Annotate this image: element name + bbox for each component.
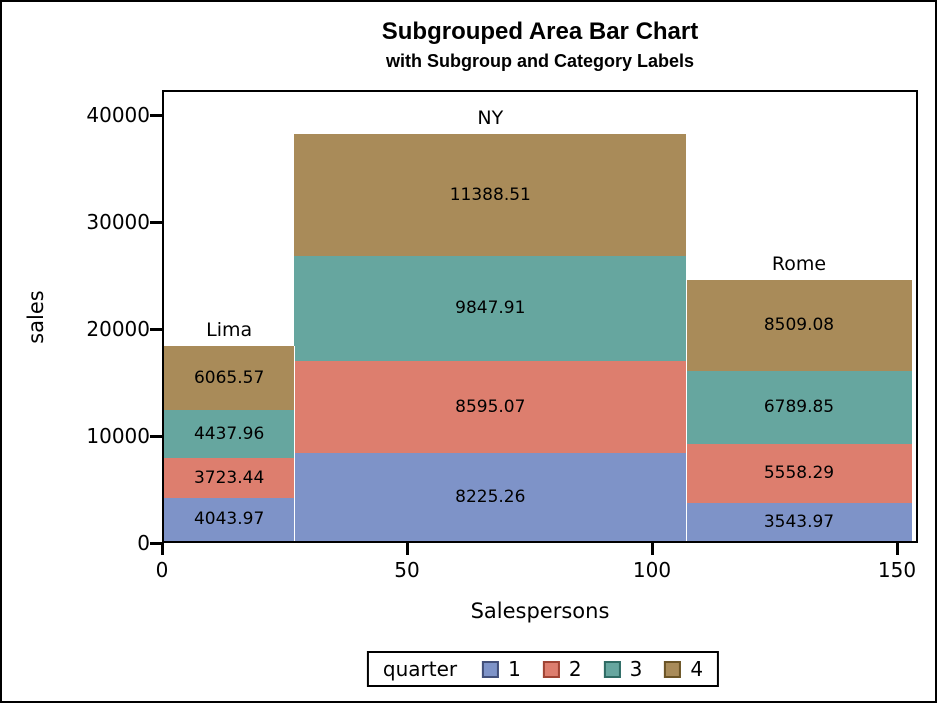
legend-item: 2 [542, 657, 582, 681]
y-tick-mark [150, 113, 162, 117]
bar-segment-value: 8225.26 [455, 486, 526, 507]
bar-separator [293, 345, 296, 541]
legend-item-label: 1 [508, 657, 521, 681]
x-tick-mark [405, 543, 409, 555]
legend-item: 4 [664, 657, 703, 681]
bar-segment: 3543.97 [686, 503, 912, 541]
y-tick-label: 30000 [86, 210, 150, 234]
bar-segment-value: 5558.29 [763, 463, 835, 484]
y-tick-label: 10000 [86, 424, 150, 448]
y-tick-mark [150, 220, 162, 224]
x-tick-label: 0 [155, 558, 169, 582]
bar-segment-value: 11388.51 [449, 184, 531, 205]
bar-segment: 6789.85 [686, 370, 912, 444]
bar-segment: 9847.91 [294, 255, 687, 361]
bar-segment-value: 8509.08 [763, 315, 835, 336]
category-label: Lima [206, 318, 253, 341]
bar-segment-value: 9847.91 [455, 298, 526, 319]
y-axis-title: sales [24, 290, 48, 344]
bar-segment-value: 4043.97 [193, 509, 265, 530]
x-tick-mark [895, 543, 899, 555]
y-tick-label: 20000 [86, 317, 150, 341]
legend-title: quarter [382, 657, 458, 681]
category-label: NY [477, 106, 504, 129]
chart-title: Subgrouped Area Bar Chart [381, 18, 699, 45]
legend-item-label: 3 [629, 657, 643, 681]
bar-segment-value: 3723.44 [193, 467, 265, 488]
bar-segment: 8225.26 [294, 452, 687, 541]
legend-item-label: 2 [568, 657, 582, 681]
x-tick-label: 100 [632, 558, 672, 582]
bar-segment: 4043.97 [164, 497, 295, 541]
bar-segment-value: 3543.97 [763, 512, 835, 533]
y-tick-mark [150, 434, 162, 438]
y-tick-mark [150, 327, 162, 331]
x-tick-label: 150 [877, 558, 917, 582]
x-tick-mark [160, 543, 164, 555]
bar-segment: 8509.08 [686, 279, 912, 371]
bar-segment: 11388.51 [294, 133, 687, 256]
bar-segment-value: 8595.07 [455, 396, 526, 417]
y-tick-mark [150, 541, 162, 545]
chart-subtitle: with Subgroup and Category Labels [385, 51, 695, 71]
legend-swatch [664, 660, 682, 678]
bar-segment: 4437.96 [164, 410, 295, 458]
legend-swatch [542, 660, 560, 678]
bar-segment: 8595.07 [294, 361, 687, 453]
legend-swatch [482, 660, 500, 678]
x-tick-mark [650, 543, 654, 555]
bar-separator [685, 279, 688, 541]
bar-segment: 6065.57 [164, 345, 295, 411]
legend-item: 1 [482, 657, 521, 681]
x-tick-label: 50 [394, 558, 420, 582]
x-axis-title: Salespersons [470, 599, 610, 623]
bar-segment: 5558.29 [686, 443, 912, 504]
legend-item: 3 [603, 657, 643, 681]
bar-segment-value: 4437.96 [193, 424, 265, 445]
legend: quarter 1 2 3 4 [366, 651, 720, 687]
bar-segment-value: 6789.85 [763, 397, 835, 418]
legend-swatch [603, 660, 621, 678]
category-label: Rome [771, 252, 827, 275]
bar-segment: 3723.44 [164, 457, 295, 498]
legend-item-label: 4 [690, 657, 704, 681]
y-tick-label: 0 [137, 531, 150, 555]
y-tick-label: 40000 [86, 103, 150, 127]
bar-segment-value: 6065.57 [193, 367, 265, 388]
